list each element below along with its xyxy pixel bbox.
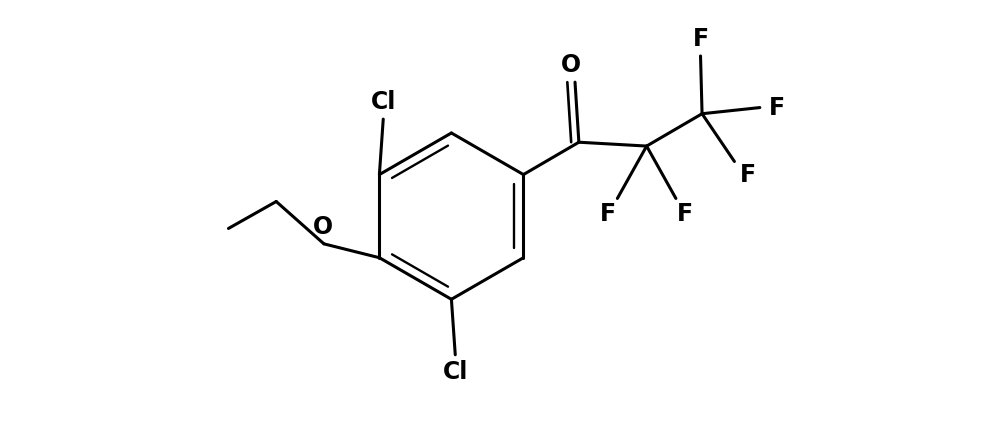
Text: F: F <box>676 202 692 226</box>
Text: Cl: Cl <box>442 360 467 383</box>
Text: F: F <box>692 27 708 51</box>
Text: O: O <box>561 53 581 77</box>
Text: Cl: Cl <box>370 90 395 114</box>
Text: O: O <box>313 215 333 239</box>
Text: F: F <box>739 163 755 187</box>
Text: F: F <box>768 95 784 119</box>
Text: F: F <box>600 202 616 226</box>
